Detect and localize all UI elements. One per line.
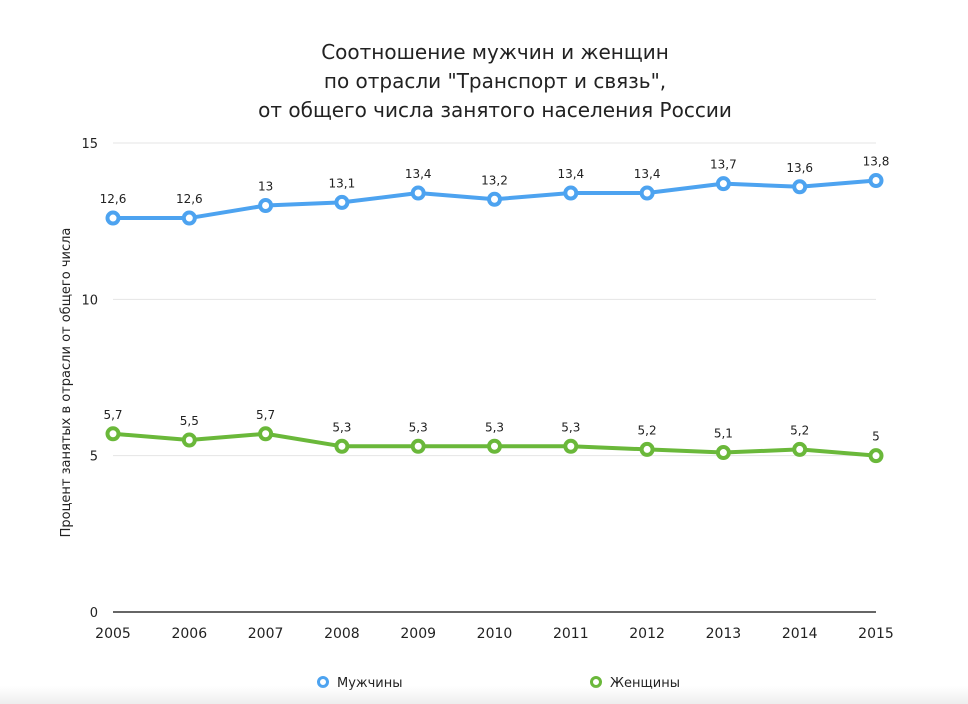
data-point[interactable]: [334, 438, 350, 454]
data-label: 12,6: [176, 192, 203, 206]
data-label: 5,7: [256, 408, 275, 422]
data-label: 5: [872, 430, 880, 444]
chart-title-line-2: по отрасли "Транспорт и связь",: [323, 69, 667, 93]
x-tick-label: 2011: [553, 626, 589, 642]
bottom-fade: [0, 686, 968, 704]
x-tick-label: 2007: [248, 626, 284, 642]
x-tick-label: 2009: [400, 626, 436, 642]
data-point[interactable]: [715, 176, 731, 192]
x-tick-label: 2013: [706, 626, 742, 642]
data-label: 13,7: [710, 158, 737, 172]
data-point[interactable]: [639, 185, 655, 201]
data-point[interactable]: [792, 179, 808, 195]
chart-title-line-1: Соотношение мужчин и женщин: [321, 40, 669, 64]
data-label: 5,3: [332, 420, 351, 434]
data-point[interactable]: [258, 426, 274, 442]
x-tick-label: 2012: [629, 626, 665, 642]
x-tick-label: 2006: [171, 626, 207, 642]
data-point[interactable]: [334, 194, 350, 210]
data-point[interactable]: [563, 438, 579, 454]
data-point[interactable]: [258, 198, 274, 214]
data-point[interactable]: [868, 173, 884, 189]
data-label: 5,3: [409, 420, 428, 434]
data-label: 13,4: [634, 167, 661, 181]
chart-title-line-3: от общего числа занятого населения Росси…: [258, 98, 732, 122]
data-label: 5,3: [561, 420, 580, 434]
x-tick-label: 2005: [95, 626, 131, 642]
data-label: 5,7: [103, 408, 122, 422]
data-point[interactable]: [105, 210, 121, 226]
data-point[interactable]: [181, 210, 197, 226]
chart-title: Соотношение мужчин и женщин по отрасли "…: [0, 38, 968, 125]
x-tick-label: 2010: [477, 626, 513, 642]
data-point[interactable]: [410, 185, 426, 201]
data-label: 13,4: [557, 167, 584, 181]
data-label: 12,6: [100, 192, 127, 206]
x-tick-label: 2008: [324, 626, 360, 642]
y-axis-title: Процент занятых в отрасли от общего числ…: [59, 228, 74, 538]
data-point[interactable]: [105, 426, 121, 442]
data-label: 5,2: [790, 423, 809, 437]
data-label: 13,6: [786, 161, 813, 175]
x-tick-label: 2014: [782, 626, 818, 642]
data-point[interactable]: [639, 441, 655, 457]
data-label: 13,2: [481, 173, 508, 187]
data-point[interactable]: [410, 438, 426, 454]
data-label: 5,5: [180, 414, 199, 428]
data-label: 13: [258, 180, 273, 194]
data-label: 13,4: [405, 167, 432, 181]
data-label: 5,1: [714, 427, 733, 441]
data-label: 5,2: [638, 423, 657, 437]
data-point[interactable]: [868, 448, 884, 464]
data-label: 13,8: [863, 155, 890, 169]
y-tick-label: 0: [90, 606, 98, 621]
data-point[interactable]: [715, 445, 731, 461]
data-point[interactable]: [487, 438, 502, 454]
data-label: 13,1: [329, 176, 356, 190]
y-tick-label: 5: [90, 450, 98, 465]
data-point[interactable]: [792, 441, 808, 457]
data-point[interactable]: [487, 191, 502, 207]
data-point[interactable]: [563, 185, 579, 201]
x-tick-label: 2015: [858, 626, 894, 642]
y-tick-label: 15: [81, 137, 98, 152]
data-label: 5,3: [485, 420, 504, 434]
y-tick-label: 10: [81, 293, 98, 308]
data-point[interactable]: [181, 432, 197, 448]
